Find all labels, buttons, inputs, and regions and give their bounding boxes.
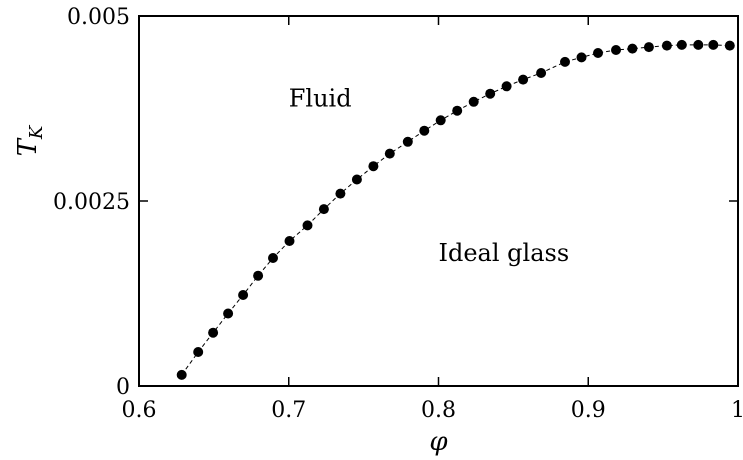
x-axis-label: φ <box>429 427 448 457</box>
y-axis-label-main: T <box>13 137 43 156</box>
region-label: Fluid <box>289 84 352 112</box>
data-point <box>208 327 219 338</box>
data-point <box>318 204 329 215</box>
data-point <box>643 42 654 53</box>
data-point <box>661 40 672 51</box>
y-tick-label: 0.0025 <box>53 190 130 215</box>
data-point <box>238 290 249 300</box>
data-point <box>468 96 479 107</box>
y-tick-label: 0.005 <box>67 5 130 30</box>
data-point <box>368 161 379 172</box>
series-dashed-line <box>181 44 730 376</box>
data-point <box>576 52 587 63</box>
plot-frame <box>138 15 739 387</box>
y-tick-label: 0 <box>116 375 130 400</box>
data-point <box>302 220 313 231</box>
data-point <box>593 48 603 58</box>
data-point <box>351 174 362 185</box>
x-tick-label: 0.9 <box>571 398 606 423</box>
data-point <box>611 45 621 55</box>
data-point <box>724 40 735 51</box>
data-point <box>518 74 529 85</box>
x-tick-label: 1 <box>731 398 743 423</box>
data-point <box>176 369 187 380</box>
y-axis-label: TK <box>13 124 47 156</box>
data-point <box>693 39 704 50</box>
data-point <box>708 39 719 50</box>
data-point <box>268 253 278 263</box>
data-point <box>452 105 463 116</box>
data-point <box>536 68 547 78</box>
data-point <box>335 188 346 199</box>
data-point <box>223 308 234 319</box>
data-point <box>627 43 638 54</box>
annotation-layer: Fluid Ideal glass <box>289 84 569 267</box>
data-point <box>501 81 512 92</box>
ticks-layer: 0.6 0.7 0.8 0.9 1 0 0.0025 0.005 <box>53 5 743 423</box>
data-point <box>419 125 430 136</box>
data-layer <box>176 39 735 380</box>
data-point <box>193 347 204 357</box>
data-point <box>253 270 264 281</box>
y-axis-label-subscript: K <box>26 124 47 140</box>
x-tick-label: 0.8 <box>421 398 456 423</box>
x-tick-label: 0.6 <box>122 398 157 423</box>
data-point <box>384 148 395 159</box>
data-point <box>676 39 687 50</box>
data-point <box>284 236 295 246</box>
data-point <box>485 88 496 99</box>
data-point <box>560 56 570 67</box>
x-tick-label: 0.7 <box>271 398 306 423</box>
data-point <box>435 115 446 126</box>
data-point <box>402 136 413 147</box>
region-label: Ideal glass <box>439 239 570 267</box>
